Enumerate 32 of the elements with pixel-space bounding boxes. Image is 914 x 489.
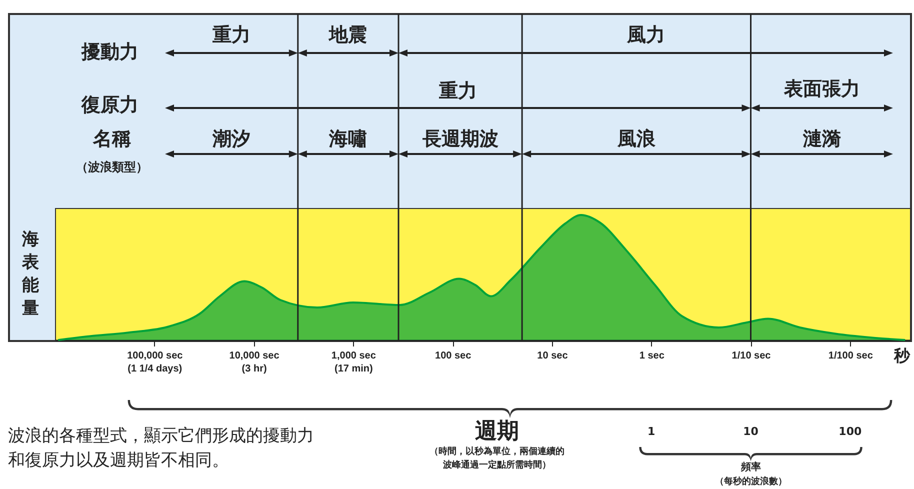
text: 重力 [438, 80, 477, 102]
text: 風力 [626, 24, 665, 46]
text: 1 [648, 425, 656, 438]
text: 長週期波 [421, 128, 498, 150]
text: 復原力 [80, 94, 138, 116]
y-axis-title: 海表能量 [21, 230, 40, 318]
x-tick-label: 1/100 sec [828, 350, 874, 362]
text: 地震 [328, 24, 368, 46]
text: 秒 [893, 346, 911, 366]
x-tick-label: 10 sec [537, 350, 568, 362]
x-tick-label: 100 sec [435, 350, 472, 362]
text: 擾動力 [80, 40, 138, 63]
x-tick-label: 1/10 sec [732, 350, 772, 362]
text: 潮汐 [211, 128, 250, 150]
text: 10 [743, 425, 759, 438]
x-tick-label: 10,000 sec (3 hr) [229, 350, 280, 374]
text: （每秒的波浪數） [714, 476, 787, 488]
text: 100 [838, 425, 862, 438]
text: 表面張力 [782, 78, 860, 100]
text: （波浪類型） [76, 160, 148, 174]
text: 波浪的各種型式，顯示它們形成的擾動力和復原力以及週期皆不相同。 [8, 426, 314, 470]
x-tick-label: 1 sec [639, 350, 665, 362]
x-axis-title: 週期 [475, 418, 519, 444]
x-tick-label: 1,000 sec (17 min) [331, 350, 376, 374]
text: 漣漪 [802, 128, 841, 150]
text: 海嘯 [328, 128, 368, 150]
text: 名稱 [92, 128, 131, 150]
text: （時間，以秒為單位，兩個連續的波峰通過一定點所需時間） [430, 446, 564, 471]
text: 重力 [211, 24, 250, 46]
text: 風浪 [616, 128, 656, 150]
x-tick-label: 100,000 sec (1 1/4 days) [127, 350, 184, 374]
text: 頻率 [740, 460, 761, 473]
